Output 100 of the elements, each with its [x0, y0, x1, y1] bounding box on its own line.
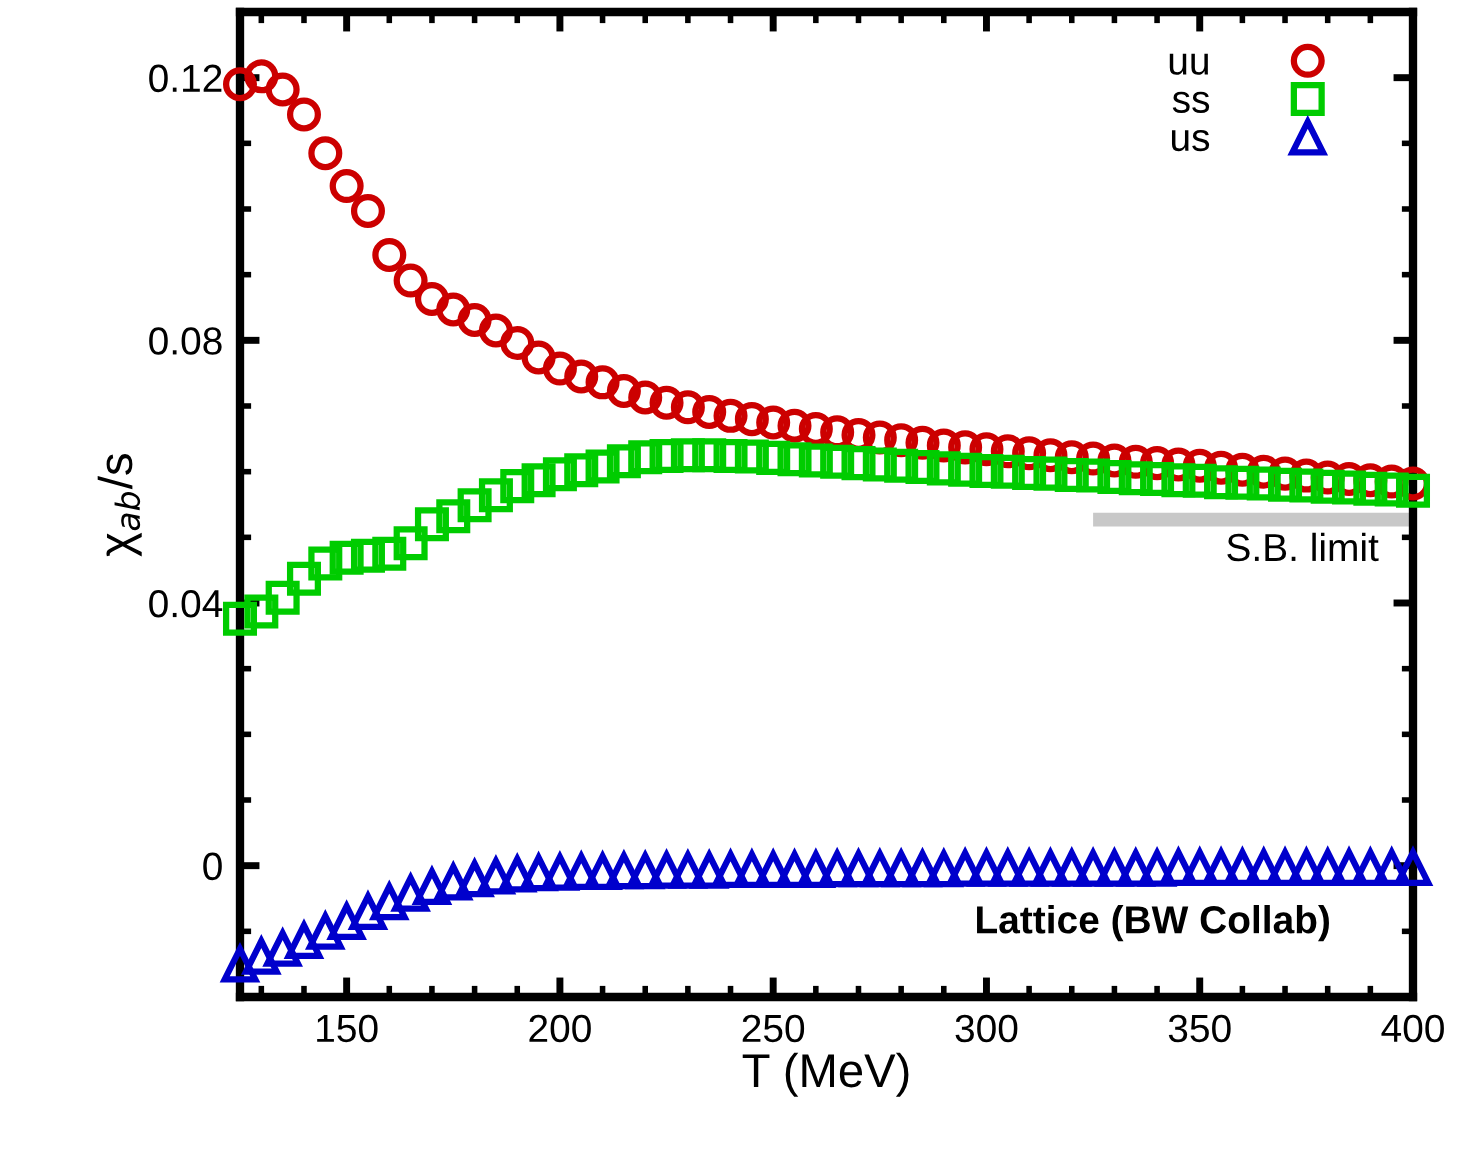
- point: [265, 580, 300, 615]
- y-tick-label: 0: [203, 852, 222, 881]
- point: [628, 380, 663, 415]
- point: [1204, 465, 1239, 500]
- point: [457, 488, 492, 523]
- point: [990, 454, 1025, 489]
- point: [670, 438, 705, 473]
- point: [1395, 473, 1431, 508]
- point: [542, 351, 577, 386]
- y-tick-label: 0.04: [149, 589, 223, 618]
- point: [1097, 459, 1132, 494]
- x-tick-label: 300: [955, 1014, 1018, 1043]
- point: [350, 193, 385, 228]
- point: [820, 444, 855, 479]
- point: [1374, 472, 1409, 507]
- point: [649, 385, 684, 420]
- series-label: S.B. limit: [1227, 532, 1379, 562]
- point: [585, 365, 620, 400]
- x-tick-label: 150: [317, 1014, 378, 1043]
- point: [521, 340, 556, 375]
- point: [777, 442, 812, 477]
- point: [308, 546, 343, 581]
- point: [329, 169, 364, 204]
- y-axis-title: χ$_{ab}$/s: [97, 454, 142, 557]
- point: [478, 313, 513, 348]
- point: [734, 439, 769, 474]
- x-tick-label: 400: [1381, 1014, 1444, 1043]
- legend-label: uu: [1169, 53, 1208, 75]
- x-axis-title: T (MeV): [742, 1052, 909, 1097]
- x-tick-label: 350: [1168, 1014, 1231, 1043]
- point: [1118, 461, 1153, 496]
- point: [244, 594, 279, 629]
- point: [1076, 458, 1111, 493]
- point: [1332, 470, 1367, 505]
- point: [500, 325, 535, 360]
- point: [628, 440, 663, 475]
- point: [393, 526, 428, 561]
- point: [265, 72, 300, 107]
- point: [1268, 467, 1303, 502]
- point: [414, 281, 449, 316]
- point: [649, 438, 684, 473]
- point: [457, 302, 492, 337]
- point: [244, 59, 279, 94]
- point: [222, 601, 258, 636]
- point: [1140, 461, 1175, 496]
- point: [542, 457, 577, 492]
- point: [841, 446, 876, 481]
- point: [1182, 463, 1217, 498]
- point: [222, 67, 258, 102]
- point: [1353, 471, 1388, 506]
- point: [436, 499, 471, 534]
- point: [1246, 466, 1281, 501]
- point: [692, 438, 727, 473]
- point: [969, 453, 1004, 489]
- point: [1310, 469, 1345, 504]
- point: [500, 469, 535, 504]
- point: [777, 408, 812, 443]
- point: [1225, 465, 1260, 500]
- legend-label: ss: [1172, 91, 1210, 113]
- point: [436, 292, 471, 327]
- point: [286, 561, 321, 596]
- point: [798, 411, 833, 446]
- point: [1012, 455, 1047, 490]
- point: [393, 263, 428, 298]
- y-tick-label: 0.12: [149, 64, 222, 93]
- point: [926, 451, 961, 486]
- point: [564, 453, 599, 488]
- point: [350, 538, 385, 573]
- point: [905, 450, 940, 485]
- annotation: Lattice (BW Collab): [977, 905, 1329, 942]
- point: [1054, 457, 1089, 492]
- point: [308, 136, 343, 171]
- point: [884, 448, 919, 483]
- point: [564, 359, 599, 394]
- point: [521, 463, 556, 498]
- point: [606, 373, 641, 408]
- x-tick-label: 250: [742, 1014, 805, 1043]
- point: [372, 237, 407, 272]
- point: [798, 443, 833, 478]
- point: [329, 540, 364, 575]
- point: [948, 452, 983, 487]
- point: [756, 405, 791, 440]
- point: [692, 394, 727, 429]
- point: [734, 402, 769, 437]
- point: [1033, 456, 1068, 491]
- point: [713, 398, 748, 433]
- point: [1161, 463, 1196, 498]
- point: [862, 447, 897, 482]
- point: [606, 444, 641, 479]
- x-tick-label: 200: [529, 1014, 591, 1043]
- point: [713, 438, 748, 473]
- point: [1289, 468, 1324, 503]
- point: [756, 440, 791, 475]
- point: [670, 390, 705, 425]
- legend-label: us: [1171, 129, 1210, 152]
- point: [414, 507, 449, 542]
- point: [372, 536, 407, 571]
- point: [286, 97, 321, 132]
- point: [478, 478, 513, 513]
- point: [585, 449, 620, 484]
